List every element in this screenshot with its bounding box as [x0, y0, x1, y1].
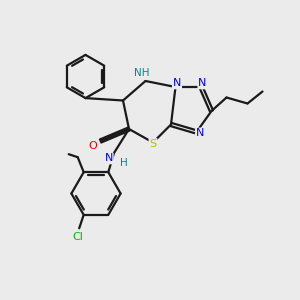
Text: N: N: [104, 153, 113, 164]
Text: H: H: [120, 158, 128, 168]
Text: N: N: [173, 78, 181, 88]
Text: N: N: [196, 128, 204, 139]
Text: Cl: Cl: [72, 232, 83, 242]
Text: O: O: [88, 140, 98, 151]
Text: N: N: [198, 78, 207, 88]
Text: S: S: [149, 139, 157, 149]
Text: NH: NH: [134, 68, 150, 79]
